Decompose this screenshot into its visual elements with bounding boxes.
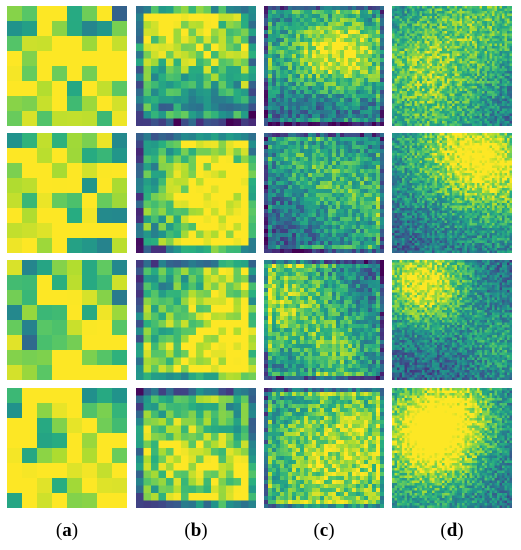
caption-b: (b) bbox=[184, 520, 208, 541]
heatmap-tile-b-4 bbox=[136, 388, 256, 508]
heatmap-tile-c-1 bbox=[264, 6, 384, 126]
heatmap-tile-d-4 bbox=[392, 388, 512, 508]
heatmap-tile-a-3 bbox=[7, 260, 127, 380]
heatmap-tile-a-4 bbox=[7, 388, 127, 508]
caption-d: (d) bbox=[440, 520, 464, 541]
caption-c: (c) bbox=[313, 520, 335, 541]
heatmap-tile-d-1 bbox=[392, 6, 512, 126]
heatmap-grid bbox=[7, 6, 512, 508]
heatmap-tile-c-2 bbox=[264, 133, 384, 253]
heatmap-tile-d-3 bbox=[392, 260, 512, 380]
heatmap-tile-b-1 bbox=[136, 6, 256, 126]
heatmap-tile-d-2 bbox=[392, 133, 512, 253]
heatmap-tile-a-1 bbox=[7, 6, 127, 126]
heatmap-tile-b-2 bbox=[136, 133, 256, 253]
heatmap-tile-c-3 bbox=[264, 260, 384, 380]
heatmap-tile-c-4 bbox=[264, 388, 384, 508]
heatmap-tile-b-3 bbox=[136, 260, 256, 380]
heatmap-tile-a-2 bbox=[7, 133, 127, 253]
caption-a: (a) bbox=[55, 520, 79, 541]
